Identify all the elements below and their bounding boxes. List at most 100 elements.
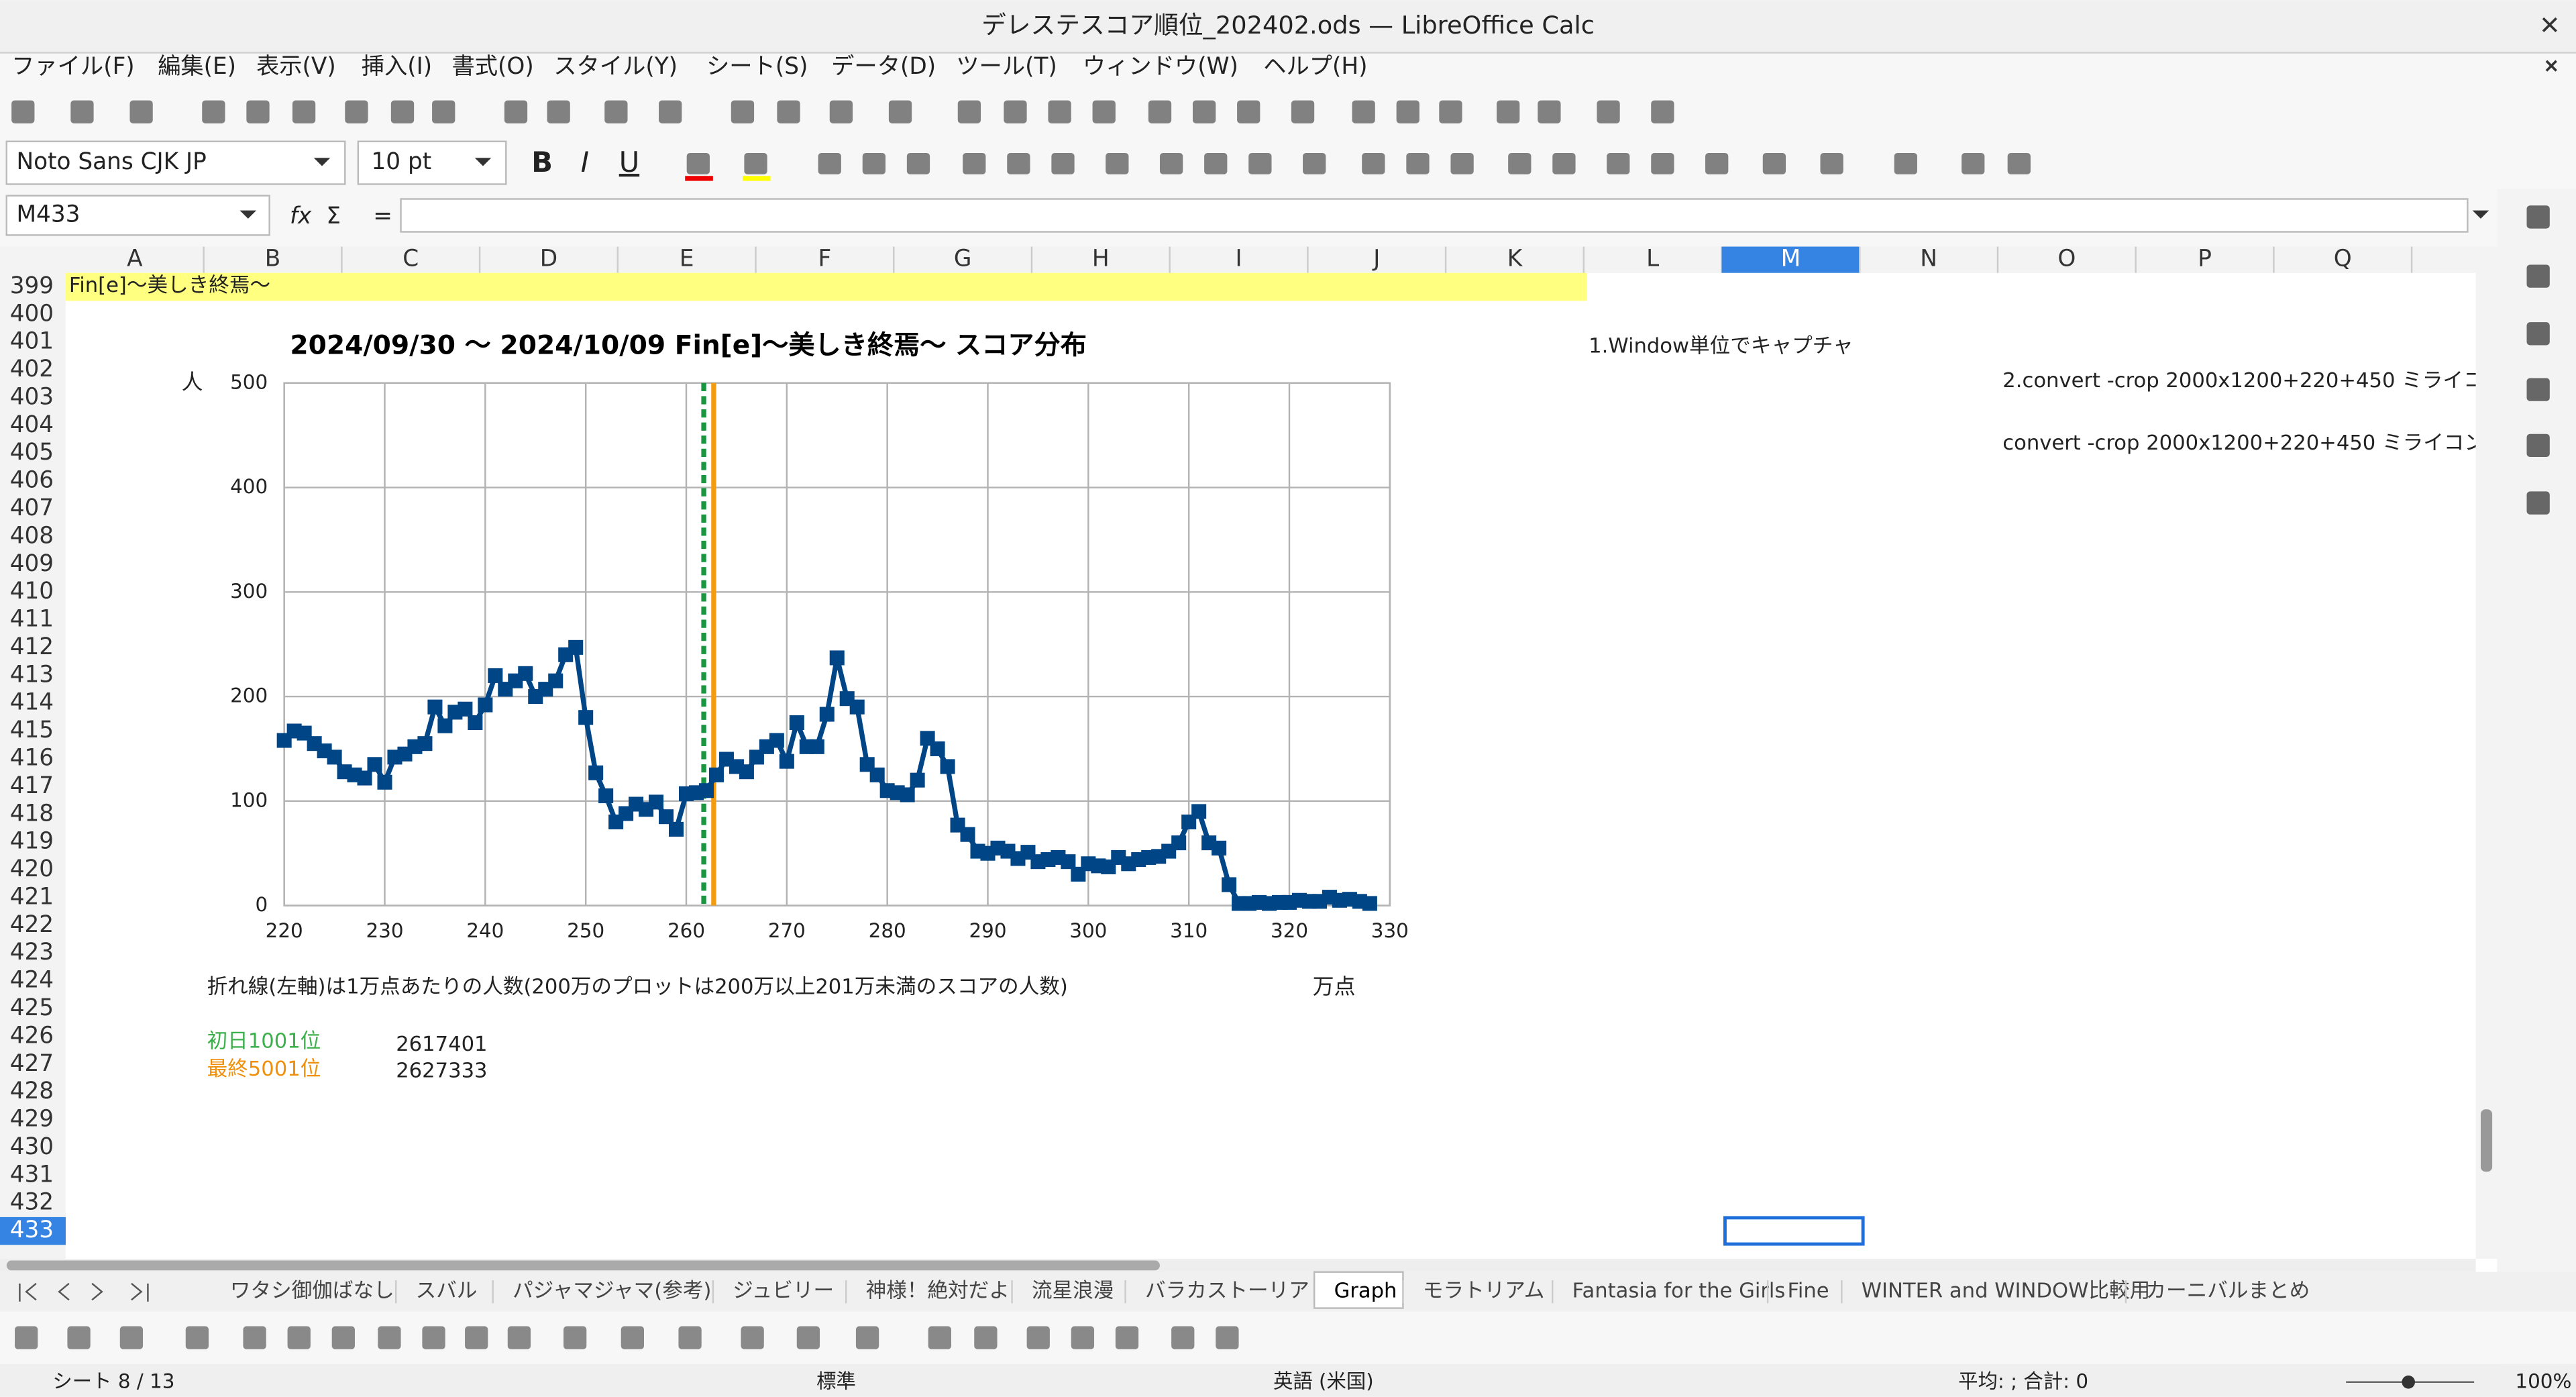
row-header[interactable]: 429: [10, 1106, 54, 1133]
menu-item[interactable]: ファイル(F): [11, 53, 135, 80]
row-header[interactable]: 423: [10, 939, 54, 966]
column-header[interactable]: N: [1920, 246, 1937, 272]
draw-button[interactable]: [15, 1326, 38, 1349]
tool-button[interactable]: [11, 100, 35, 123]
sidebar-button[interactable]: [2526, 433, 2550, 457]
tool-button[interactable]: [129, 100, 153, 123]
menu-item[interactable]: ウィンドウ(W): [1083, 53, 1238, 80]
tool-button[interactable]: [777, 100, 800, 123]
row-header[interactable]: 420: [10, 856, 54, 882]
draw-button[interactable]: [974, 1326, 998, 1349]
draw-button[interactable]: [465, 1326, 488, 1349]
hscroll-thumb[interactable]: [6, 1260, 1160, 1271]
tool-button[interactable]: [432, 100, 455, 123]
tool-button[interactable]: [390, 100, 415, 123]
sheet-tab[interactable]: ジュビリー: [733, 1280, 834, 1303]
tool-button[interactable]: [1705, 152, 1729, 174]
row-header[interactable]: 410: [10, 578, 54, 605]
tool-button[interactable]: [2007, 152, 2031, 174]
draw-button[interactable]: [119, 1326, 144, 1349]
tool-button[interactable]: [604, 100, 628, 123]
tool-button[interactable]: [1552, 152, 1576, 174]
row-header[interactable]: 411: [10, 606, 54, 633]
column-header[interactable]: F: [818, 246, 832, 272]
tool-button[interactable]: [1396, 100, 1419, 123]
name-box-text[interactable]: M433: [16, 201, 80, 227]
sidebar-button[interactable]: [2526, 205, 2550, 229]
tool-button[interactable]: [963, 152, 986, 174]
row-header[interactable]: 417: [10, 772, 54, 799]
cell-text[interactable]: 最終5001位: [207, 1057, 321, 1081]
draw-button[interactable]: [928, 1326, 951, 1349]
sheet-tab[interactable]: Graph: [1334, 1280, 1397, 1303]
tool-button[interactable]: [1894, 152, 1917, 174]
row-header[interactable]: 419: [10, 828, 54, 855]
draw-button[interactable]: [1171, 1326, 1195, 1349]
tool-button[interactable]: [1204, 152, 1228, 174]
row-header[interactable]: 416: [10, 745, 54, 772]
sidebar-button[interactable]: [2526, 491, 2550, 515]
cell-text[interactable]: 初日1001位: [207, 1029, 321, 1053]
tool-button[interactable]: [731, 100, 755, 123]
column-header[interactable]: H: [1092, 246, 1110, 272]
tool-button[interactable]: [829, 100, 853, 123]
tool-button[interactable]: [1651, 152, 1674, 174]
column-header[interactable]: L: [1646, 246, 1659, 272]
tool-button[interactable]: [246, 100, 270, 123]
row-header[interactable]: 403: [10, 383, 54, 410]
cell-text[interactable]: convert -crop 2000x1200+220+450 ミライコンパス: [2002, 431, 2526, 455]
sheet-tab[interactable]: ワタシ御伽ばなし: [230, 1280, 394, 1303]
row-header[interactable]: 400: [10, 300, 54, 327]
draw-button[interactable]: [855, 1326, 879, 1349]
column-header[interactable]: P: [2198, 246, 2212, 272]
draw-button[interactable]: [1026, 1326, 1050, 1349]
tool-button[interactable]: [1051, 152, 1075, 174]
sheet-tab[interactable]: スバル: [416, 1280, 478, 1303]
menu-item[interactable]: スタイル(Y): [553, 53, 678, 80]
font-size[interactable]: 10 pt: [371, 148, 431, 175]
tool-button[interactable]: [1597, 100, 1620, 123]
draw-button[interactable]: [1115, 1326, 1139, 1349]
column-header[interactable]: O: [2057, 246, 2076, 272]
close-icon[interactable]: [2542, 17, 2557, 33]
column-header[interactable]: G: [954, 246, 972, 272]
tool-button[interactable]: [1291, 100, 1315, 123]
sheet-tab[interactable]: Fantasia for the Girls: [1572, 1280, 1786, 1303]
row-header[interactable]: 418: [10, 800, 54, 827]
cell-text[interactable]: 2.convert -crop 2000x1200+220+450 ミライコンパ…: [2002, 369, 2545, 393]
cell-text[interactable]: 1.Window単位でキャプチャ: [1589, 334, 1853, 358]
tab-nav[interactable]: [19, 1282, 149, 1302]
draw-button[interactable]: [507, 1326, 531, 1349]
tool-button[interactable]: [888, 100, 912, 123]
formula-input[interactable]: [400, 198, 2469, 233]
tool-button[interactable]: [1192, 100, 1216, 123]
tool-button[interactable]: [1497, 100, 1520, 123]
row-header[interactable]: 430: [10, 1133, 54, 1160]
row-header[interactable]: 431: [10, 1161, 54, 1188]
menu-item[interactable]: ヘルプ(H): [1263, 53, 1367, 80]
row-header[interactable]: 415: [10, 717, 54, 743]
row-header[interactable]: 421: [10, 883, 54, 910]
column-header[interactable]: I: [1235, 246, 1242, 272]
row-header[interactable]: 407: [10, 495, 54, 521]
draw-button[interactable]: [378, 1326, 401, 1349]
tool-button[interactable]: [862, 152, 885, 174]
row-header[interactable]: 412: [10, 633, 54, 660]
sidebar-button[interactable]: [2526, 322, 2550, 346]
menu-item[interactable]: 編集(E): [158, 53, 236, 80]
format-button[interactable]: B: [531, 146, 553, 178]
tool-button[interactable]: [1962, 152, 1985, 174]
row-header[interactable]: 433: [10, 1217, 54, 1243]
row-header[interactable]: 408: [10, 522, 54, 549]
sidebar-button[interactable]: [2526, 378, 2550, 401]
font-name-box[interactable]: [5, 140, 346, 185]
menu-item[interactable]: 挿入(I): [362, 53, 432, 80]
formula-icon[interactable]: =: [373, 203, 392, 229]
column-header[interactable]: D: [540, 246, 557, 272]
tool-button[interactable]: [345, 100, 368, 123]
format-button[interactable]: I: [581, 146, 589, 178]
format-button[interactable]: U: [619, 146, 639, 178]
tool-button[interactable]: [1237, 100, 1260, 123]
draw-button[interactable]: [331, 1326, 355, 1349]
zoom-knob[interactable]: [2402, 1375, 2415, 1389]
